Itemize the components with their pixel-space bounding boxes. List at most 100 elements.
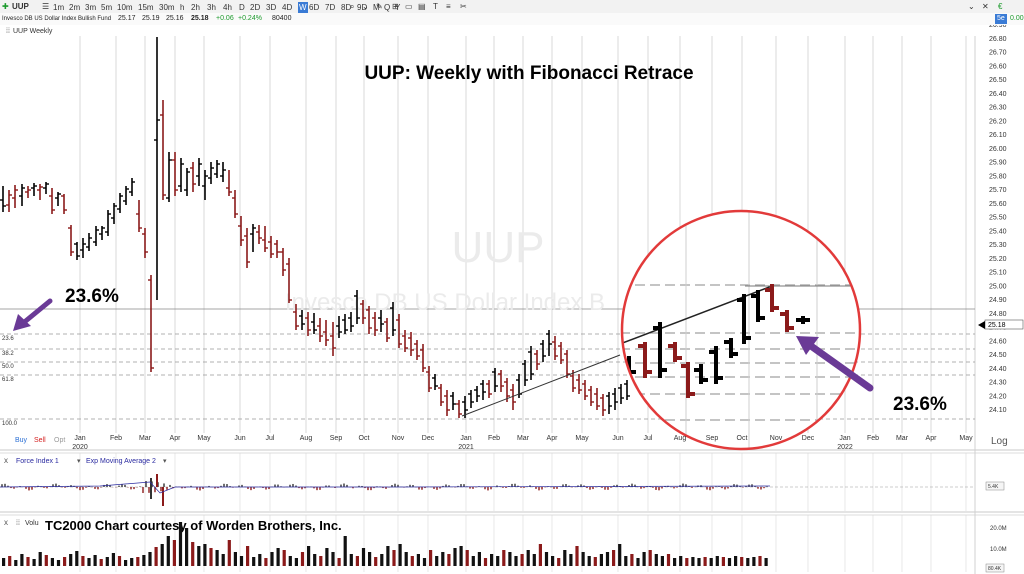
volume-bar [56,560,61,566]
current-price-value: 25.18 [988,322,1006,329]
volume-bar [746,558,750,566]
volume-bar [38,552,42,566]
timeframe-6D[interactable]: 6D [309,3,320,12]
volume-bar [331,552,335,566]
volume-bar [502,550,506,566]
tool-icon[interactable]: ✂ [460,2,467,11]
price-tick: 25.20 [989,256,1007,263]
volume-bar [166,536,170,566]
timeframe-D[interactable]: D [239,3,245,12]
month-label: Jul [266,435,275,442]
tool-icon[interactable]: ✎ [376,2,383,11]
volume-bar [740,557,744,566]
volume-bar [532,554,536,566]
volume-bar [191,542,195,566]
volume-bar [587,556,591,566]
volume-bar [319,556,323,566]
buy-button[interactable]: Buy [15,437,28,444]
timeframe-M[interactable]: M [373,3,380,12]
timeframe-15m[interactable]: 15m [138,3,154,12]
indicator-name[interactable]: Force Index 1 [16,458,59,465]
volume-bar [124,560,128,566]
timeframe-8D[interactable]: 8D [341,3,352,12]
month-label: Sep [330,435,343,442]
options-button[interactable]: Opt [54,437,65,444]
volume-tick-10m: 10.0M [990,547,1007,553]
volume-bar [569,554,573,566]
volume-bar [496,556,500,566]
volume-bar [26,557,30,566]
search-icon[interactable]: ⌕ [350,2,355,11]
indicator-name-secondary[interactable]: Exp Moving Average 2 [86,458,156,465]
timeframe-10m[interactable]: 10m [117,3,133,12]
volume-bar [605,552,610,566]
arrow-left [13,298,53,331]
volume-bar [715,556,719,566]
month-label: Feb [867,435,879,442]
volume-bar [636,558,640,566]
tool-icon[interactable]: ≡ [446,2,451,11]
volume-bar [233,552,237,566]
tool-icon[interactable]: ▭ [405,2,413,11]
close-indicator-button[interactable]: x [4,456,8,465]
timeframe-1m[interactable]: 1m [53,3,65,12]
tool-icon[interactable]: T [433,2,438,11]
timeframe-9D[interactable]: 9D [357,3,368,12]
timeframe-W[interactable]: W [298,2,308,13]
fib-label: 50.0 [2,364,14,370]
volume-bar [221,554,225,566]
price-tick: 25.90 [989,160,1007,167]
volume-bar [410,556,414,566]
volume-bar [136,557,140,566]
log-scale-toggle[interactable]: Log [991,436,1008,447]
timeframe-3D[interactable]: 3D [266,3,277,12]
chevron-down-icon[interactable]: ▾ [77,458,81,465]
timeframe-2D[interactable]: 2D [250,3,261,12]
timeframe-4D[interactable]: 4D [282,3,293,12]
tool-icon[interactable]: ▤ [418,2,426,11]
pane-settings-icon[interactable]: ⁞⁞ [6,28,10,35]
timeframe-3h[interactable]: 3h [207,3,216,12]
tool-icon[interactable]: ✕ [982,2,989,11]
chevron-down-icon[interactable]: ⌄ [968,2,975,11]
timeframe-5m[interactable]: 5m [101,3,113,12]
timeframe-3m[interactable]: 3m [85,3,97,12]
trendline [461,354,621,417]
timeframe-30m[interactable]: 30m [159,3,175,12]
volume-bar [648,550,652,566]
price-tick: 26.40 [989,91,1007,98]
chevron-down-icon[interactable]: ▾ [163,458,167,465]
plus-icon[interactable]: ✚ [2,2,9,11]
timeframe-2m[interactable]: 2m [69,3,81,12]
volume-bar [563,550,567,566]
arrow-shaft [19,298,53,327]
timeframe-h[interactable]: h [180,3,185,12]
volume-bar [551,556,555,566]
volume-bar [654,554,658,566]
chart-title: UUP: Weekly with Fibonacci Retrace [364,63,693,84]
year-label: 2020 [72,444,88,451]
volume-bar [239,556,244,566]
timeframe-Y[interactable]: Y [395,3,401,12]
volume-bar [282,550,286,566]
timeframe-2h[interactable]: 2h [191,3,200,12]
volume-bar [215,550,219,566]
timeframe-7D[interactable]: 7D [325,3,336,12]
sell-button[interactable]: Sell [34,437,46,444]
tool-icon[interactable]: ⊞ [392,2,399,11]
volume-bar [660,556,664,566]
volume-bar [264,558,268,566]
watermark-name: Invesco DB US Dollar Index B [285,289,605,316]
hamburger-icon[interactable]: ☰ [42,2,50,11]
close-volume-button[interactable]: x [4,518,8,527]
timeframe-4h[interactable]: 4h [223,3,232,12]
volume-bar [483,558,488,566]
quote-change-pct: +0.24% [238,15,262,22]
timeframe-Q[interactable]: Q [384,3,391,12]
chevron-down-icon[interactable]: ⌄ [362,2,369,11]
volume-settings-icon[interactable]: ⁞⁞ [16,520,20,527]
symbol-input[interactable]: UUP [12,2,29,11]
month-label: Oct [737,435,748,442]
volume-bar [758,556,762,566]
price-tick: 25.60 [989,201,1007,208]
